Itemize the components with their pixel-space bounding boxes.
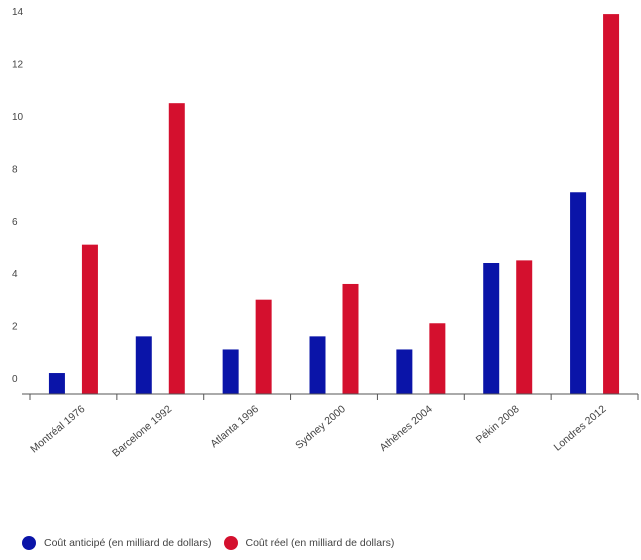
x-category-label: Pékin 2008: [474, 403, 522, 446]
bar-actual-1[interactable]: [168, 103, 185, 395]
y-tick-label: 4: [12, 269, 18, 280]
legend-label-anticipated: Coût anticipé (en milliard de dollars): [44, 537, 212, 549]
x-category-label: Sydney 2000: [293, 403, 348, 452]
x-category-label: Montréal 1976: [28, 403, 87, 455]
bar-actual-3[interactable]: [342, 283, 359, 394]
x-category-label: Atlanta 1996: [208, 403, 261, 450]
bars: [48, 14, 620, 395]
x-axis-ticks: [29, 394, 639, 400]
x-category-label: Athènes 2004: [377, 403, 434, 454]
bar-anticipated-1[interactable]: [135, 336, 152, 394]
y-tick-label: 0: [12, 374, 18, 385]
legend-item-anticipated[interactable]: Coût anticipé (en milliard de dollars): [22, 536, 212, 550]
x-category-label: Barcelone 1992: [110, 403, 174, 460]
legend-label-actual: Coût réel (en milliard de dollars): [245, 537, 395, 549]
legend-swatch-anticipated: [22, 536, 36, 550]
y-tick-label: 14: [12, 7, 24, 18]
legend-swatch-actual: [223, 536, 238, 550]
bar-anticipated-4[interactable]: [396, 349, 413, 394]
bar-anticipated-3[interactable]: [309, 336, 326, 394]
x-category-label: Londres 2012: [552, 403, 609, 454]
bar-actual-4[interactable]: [429, 323, 446, 394]
y-tick-label: 12: [12, 60, 24, 71]
legend-item-actual[interactable]: Coût réel (en milliard de dollars): [223, 536, 395, 550]
bar-actual-5[interactable]: [516, 260, 533, 394]
y-tick-label: 2: [12, 322, 18, 333]
bar-actual-2[interactable]: [255, 299, 272, 394]
bar-anticipated-6[interactable]: [570, 192, 587, 394]
bar-anticipated-2[interactable]: [222, 349, 239, 394]
x-axis-labels: Montréal 1976 Barcelone 1992 Atlanta 1996 S…: [28, 403, 608, 460]
bar-actual-6[interactable]: [603, 14, 620, 394]
bar-actual-0[interactable]: [81, 244, 98, 394]
y-tick-label: 8: [12, 164, 18, 175]
legend: Coût anticipé (en milliard de dollars) C…: [22, 536, 406, 550]
bar-anticipated-5[interactable]: [483, 263, 500, 394]
chart-area: 0 2 4 6 8 10 12 14 Montréal 1976 Barcelone 1992 A…: [12, 7, 639, 460]
bar-anticipated-0[interactable]: [48, 373, 65, 394]
y-tick-label: 10: [12, 112, 24, 123]
y-axis: 0 2 4 6 8 10 12 14: [12, 7, 24, 385]
y-tick-label: 6: [12, 217, 18, 228]
